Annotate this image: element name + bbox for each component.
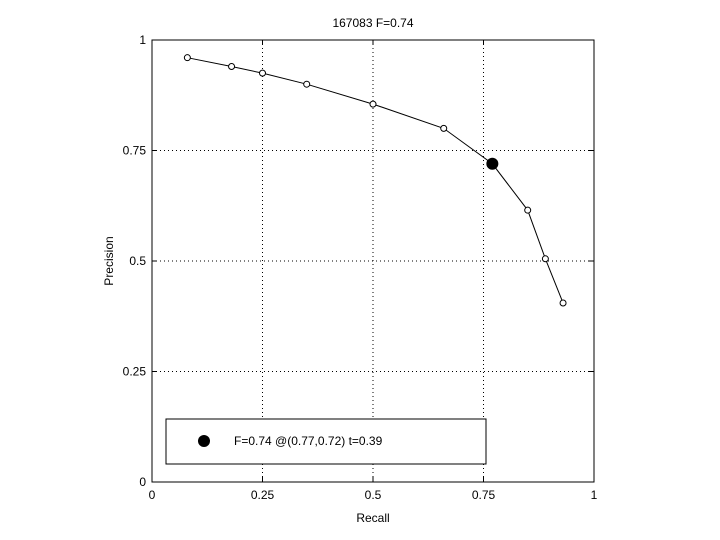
y-tick-label: 0.75 <box>123 144 147 158</box>
y-tick-label: 0.5 <box>129 254 146 268</box>
legend-marker <box>198 435 210 447</box>
y-tick-label: 0.25 <box>123 365 147 379</box>
series-line <box>187 57 564 304</box>
data-point <box>524 206 532 214</box>
legend-entry: F=0.74 @(0.77,0.72) t=0.39 <box>234 434 383 448</box>
ticks: 0 0.25 0.5 0.75 1 0 0.25 0.5 0.75 1 <box>123 33 598 502</box>
data-point <box>183 54 191 62</box>
y-axis-label: Precision <box>102 236 116 285</box>
x-tick-label: 1 <box>591 488 598 502</box>
data-point <box>559 299 567 307</box>
legend-box <box>165 418 487 465</box>
x-axis-label: Recall <box>356 511 389 525</box>
data-point <box>303 80 311 88</box>
data-point <box>228 63 236 71</box>
data-point <box>541 255 549 263</box>
data-point <box>369 100 377 108</box>
x-tick-label: 0 <box>149 488 156 502</box>
y-tick-label: 1 <box>139 33 146 47</box>
data-point <box>440 124 448 132</box>
x-tick-label: 0.75 <box>472 488 496 502</box>
chart-title: 167083 F=0.74 <box>332 16 413 30</box>
x-tick-label: 0.5 <box>365 488 382 502</box>
y-tick-label: 0 <box>139 475 146 489</box>
highlight-group <box>486 157 499 170</box>
x-tick-label: 0.25 <box>251 488 275 502</box>
legend: F=0.74 @(0.77,0.72) t=0.39 <box>165 418 487 465</box>
data-point <box>259 69 266 77</box>
best-f-point <box>486 157 499 170</box>
grid <box>152 40 594 482</box>
